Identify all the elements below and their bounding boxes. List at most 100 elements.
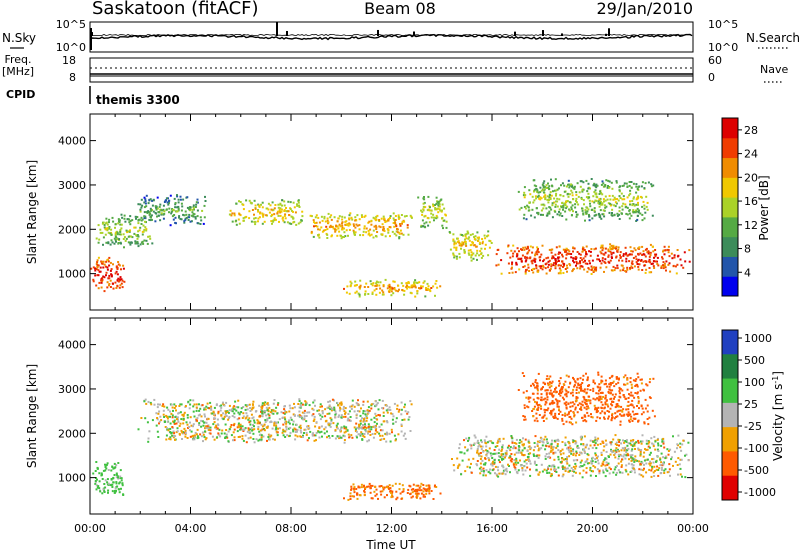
echo-cell <box>406 285 409 288</box>
echo-cell <box>416 488 419 491</box>
echo-cell <box>171 426 174 428</box>
echo-cell <box>604 397 607 400</box>
echo-cell <box>217 424 220 427</box>
echo-cell <box>399 492 402 495</box>
echo-cell <box>144 226 147 229</box>
echo-cell <box>562 272 565 274</box>
echo-cell <box>434 208 437 211</box>
echo-cell <box>545 469 548 472</box>
echo-cell <box>575 399 578 402</box>
echo-cell <box>99 228 102 231</box>
echo-cell <box>535 267 538 270</box>
echo-cell <box>654 255 657 258</box>
echo-cell <box>568 411 571 414</box>
echo-cell <box>301 403 304 406</box>
echo-cell <box>478 241 481 244</box>
echo-cell <box>535 402 538 405</box>
echo-cell <box>650 263 653 265</box>
echo-cell <box>631 260 634 263</box>
echo-cell <box>301 210 304 213</box>
echo-cell <box>480 252 483 255</box>
echo-cell <box>467 439 469 442</box>
echo-cell <box>615 383 618 386</box>
echo-cell <box>372 436 375 439</box>
echo-cell <box>354 219 357 222</box>
echo-cell <box>330 418 333 421</box>
echo-cell <box>280 210 283 213</box>
echo-cell <box>596 397 599 400</box>
echo-cell <box>342 415 345 418</box>
echo-cell <box>617 199 620 202</box>
echo-cell <box>275 424 278 427</box>
echo-cell <box>292 217 295 220</box>
echo-cell <box>270 420 273 423</box>
echo-cell <box>271 213 274 216</box>
echo-cell <box>195 419 198 422</box>
echo-cell <box>123 246 125 249</box>
echo-cell <box>642 469 645 472</box>
echo-cell <box>645 195 648 198</box>
echo-cell <box>586 453 589 456</box>
echo-cell <box>524 207 527 210</box>
echo-cell <box>639 440 642 443</box>
echo-cell <box>102 260 105 263</box>
echo-cell <box>509 471 511 474</box>
echo-cell <box>114 490 117 493</box>
echo-cell <box>599 266 602 269</box>
echo-cell <box>554 398 557 401</box>
echo-cell <box>589 469 592 472</box>
echo-cell <box>595 457 598 460</box>
echo-cell <box>106 281 109 284</box>
echo-cell <box>603 383 606 386</box>
echo-cell <box>549 198 552 201</box>
echo-cell <box>458 241 461 244</box>
echo-cell <box>555 194 557 197</box>
echo-cell <box>559 194 562 196</box>
echo-cell <box>423 280 426 283</box>
echo-cell <box>422 281 425 284</box>
echo-cell <box>107 482 110 485</box>
echo-cell <box>515 263 518 266</box>
nsky-trace <box>89 22 693 50</box>
echo-cell <box>146 242 149 245</box>
echo-cell <box>121 216 124 219</box>
echo-cell <box>547 266 550 269</box>
echo-cell <box>242 439 245 442</box>
echo-cell <box>150 403 153 406</box>
echo-cell <box>285 411 288 414</box>
echo-cell <box>169 427 172 430</box>
echo-cell <box>542 182 545 185</box>
echo-cell <box>591 259 594 262</box>
echo-cell <box>144 202 147 205</box>
echo-cell <box>564 202 567 205</box>
echo-cell <box>613 397 615 400</box>
echo-cell <box>611 404 614 407</box>
echo-cell <box>298 204 300 207</box>
echo-cell <box>523 418 526 421</box>
echo-cell <box>637 396 640 398</box>
echo-cell <box>339 429 342 432</box>
echo-cell <box>119 230 122 233</box>
echo-cell <box>526 449 529 452</box>
echo-cell <box>646 458 649 461</box>
echo-cell <box>523 248 526 251</box>
echo-cell <box>353 231 355 234</box>
echo-cell <box>389 286 392 289</box>
echo-cell <box>198 424 201 426</box>
echo-cell <box>264 401 267 404</box>
echo-cell <box>303 417 306 420</box>
echo-cell <box>622 202 625 205</box>
echo-cell <box>455 257 458 260</box>
echo-cell <box>542 186 545 189</box>
echo-cell <box>100 260 103 263</box>
echo-cell <box>178 215 181 218</box>
echo-cell <box>383 496 386 499</box>
echo-cell <box>433 216 436 219</box>
echo-cell <box>222 418 225 421</box>
echo-cell <box>668 255 671 258</box>
echo-cell <box>634 442 637 445</box>
echo-cell <box>158 422 160 425</box>
echo-cell <box>97 224 100 227</box>
echo-cell <box>664 455 667 458</box>
echo-cell <box>572 452 575 455</box>
